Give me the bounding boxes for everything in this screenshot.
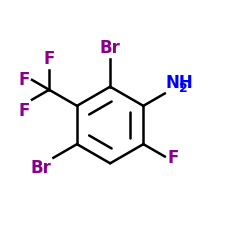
Text: F: F: [167, 149, 178, 167]
Text: F: F: [18, 102, 30, 120]
Text: 2: 2: [179, 82, 188, 96]
Text: F: F: [18, 71, 30, 89]
Text: F: F: [44, 50, 55, 68]
Text: Br: Br: [100, 39, 120, 57]
Text: Br: Br: [30, 159, 51, 177]
Text: NH: NH: [166, 74, 194, 92]
